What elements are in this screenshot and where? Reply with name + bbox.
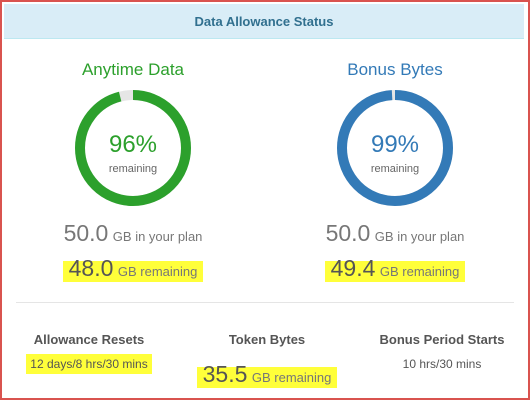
bonus-plan-unit: GB in your plan (374, 229, 465, 244)
bonus-bytes-ring: 99% remaining (337, 90, 453, 206)
bonus-remaining-label: remaining (371, 163, 419, 175)
section-divider (16, 302, 514, 303)
bonus-bytes-gauge: Bonus Bytes 99% remaining (290, 60, 500, 208)
bonus-remaining-line: 49.4 GB remaining (270, 255, 520, 282)
allowance-resets-value: 12 days/8 hrs/30 mins (26, 354, 152, 374)
anytime-remaining-label: remaining (109, 163, 157, 175)
anytime-plan-unit: GB in your plan (112, 229, 203, 244)
anytime-plan-value: 50.0 (63, 220, 109, 246)
anytime-remaining-highlight: 48.0 GB remaining (62, 255, 204, 282)
bonus-remaining-unit: GB remaining (379, 264, 460, 279)
bonus-plan-value: 50.0 (325, 220, 371, 246)
allowance-resets-title: Allowance Resets (33, 332, 145, 347)
anytime-plan-line: 50.0 GB in your plan (8, 220, 258, 247)
anytime-remaining-line: 48.0 GB remaining (8, 255, 258, 282)
anytime-data-ring: 96% remaining (75, 90, 191, 206)
bonus-period-starts: Bonus Period Starts 10 hrs/30 mins (362, 332, 522, 371)
bonus-period-title: Bonus Period Starts (379, 332, 505, 347)
token-bytes-title: Token Bytes (228, 332, 306, 347)
anytime-remaining-unit: GB remaining (117, 264, 198, 279)
bonus-bytes-title: Bonus Bytes (347, 60, 443, 79)
token-bytes-highlight: 35.5 GB remaining (196, 361, 338, 388)
anytime-data-gauge: Anytime Data 96% remaining (28, 60, 238, 208)
allowance-resets-value-wrap: 12 days/8 hrs/30 mins (14, 354, 164, 374)
bonus-remaining-highlight: 49.4 GB remaining (324, 255, 466, 282)
anytime-remaining-value: 48.0 (68, 255, 114, 281)
bonus-ring-fill (337, 90, 453, 206)
bonus-remaining-value: 49.4 (330, 255, 376, 281)
token-bytes: Token Bytes 35.5 GB remaining (182, 332, 352, 388)
token-bytes-value-wrap: 35.5 GB remaining (182, 361, 352, 388)
anytime-percent: 96% (109, 131, 157, 158)
bonus-period-value: 10 hrs/30 mins (402, 357, 482, 371)
token-bytes-value: 35.5 (202, 361, 248, 387)
bonus-plan-line: 50.0 GB in your plan (270, 220, 520, 247)
panel-title: Data Allowance Status (194, 13, 334, 29)
bonus-percent: 99% (371, 131, 419, 158)
token-bytes-unit: GB remaining (251, 370, 332, 385)
panel-header: Data Allowance Status (4, 4, 524, 39)
anytime-ring-fill (75, 90, 191, 206)
anytime-data-title: Anytime Data (81, 60, 185, 79)
allowance-resets: Allowance Resets 12 days/8 hrs/30 mins (14, 332, 164, 374)
